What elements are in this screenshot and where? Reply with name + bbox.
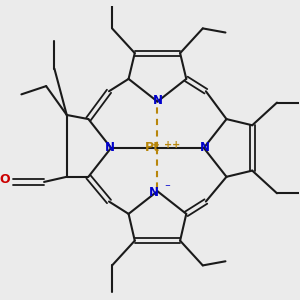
- Text: N: N: [200, 141, 210, 154]
- Text: N: N: [149, 186, 159, 199]
- Text: N: N: [105, 141, 115, 154]
- Text: ⁻: ⁻: [164, 183, 169, 193]
- Text: O: O: [0, 173, 10, 186]
- Text: N: N: [152, 94, 162, 107]
- Text: Pt: Pt: [145, 141, 160, 154]
- Text: ++: ++: [164, 140, 180, 150]
